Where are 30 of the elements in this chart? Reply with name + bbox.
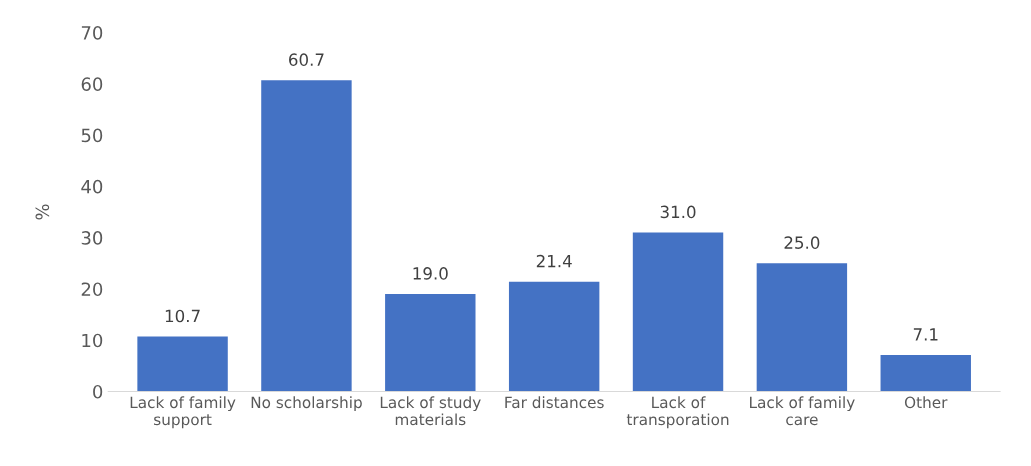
y-tick-label: 70 xyxy=(81,26,103,40)
data-label: 25.0 xyxy=(784,236,820,249)
y-tick-label: 30 xyxy=(81,231,103,245)
x-tick-label: Lack of family care xyxy=(750,396,855,426)
y-tick-label: 20 xyxy=(81,282,103,297)
y-tick-label: 10 xyxy=(82,333,103,348)
bar xyxy=(756,263,848,392)
x-tick-label: Lack of study materials xyxy=(380,396,481,426)
x-tick-label: Lack of transporation xyxy=(626,396,729,429)
x-tick-label: Lack of family support xyxy=(130,396,236,429)
data-label: 10.7 xyxy=(165,309,200,323)
x-tick-label: Far distances xyxy=(505,396,604,409)
bar xyxy=(137,336,228,392)
data-label: 21.4 xyxy=(536,254,572,268)
bar xyxy=(880,355,971,392)
bar xyxy=(261,80,352,392)
x-tick-label: Other xyxy=(904,396,948,409)
data-label: 7.1 xyxy=(913,328,938,341)
y-tick-label: 40 xyxy=(81,179,103,194)
y-axis-title: % xyxy=(35,204,50,220)
bar xyxy=(632,232,724,392)
y-tick-label: 50 xyxy=(81,128,103,143)
data-label: 60.7 xyxy=(289,53,324,66)
data-label: 19.0 xyxy=(413,267,448,280)
bar xyxy=(385,294,476,392)
bar xyxy=(508,281,600,392)
data-label: 31.0 xyxy=(660,205,696,219)
y-tick-label: 0 xyxy=(93,384,103,399)
x-tick-label: No scholarship xyxy=(251,396,362,412)
y-tick-label: 60 xyxy=(81,77,103,91)
